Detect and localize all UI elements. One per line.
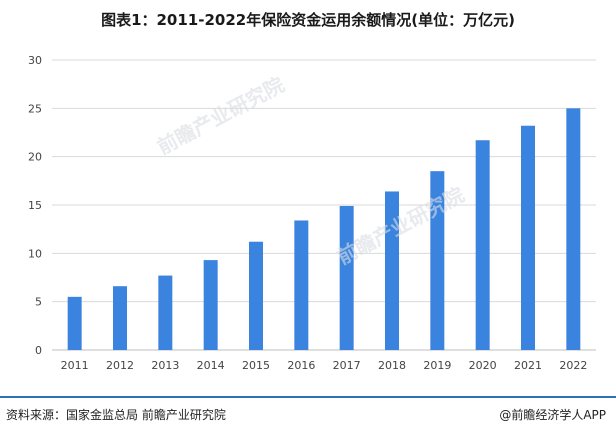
- y-tick-label: 30: [28, 54, 42, 67]
- bar-2021: [521, 125, 535, 350]
- y-tick-label: 15: [28, 199, 42, 212]
- y-tick-label: 0: [35, 344, 42, 357]
- bar-2018: [385, 191, 399, 350]
- bar-2015: [249, 241, 263, 350]
- x-tick-label: 2018: [378, 359, 406, 372]
- bar-2017: [339, 205, 354, 350]
- x-tick-label: 2020: [469, 359, 497, 372]
- x-tick-label: 2014: [197, 359, 225, 372]
- x-tick-label: 2022: [559, 359, 587, 372]
- bar-2016: [294, 220, 309, 350]
- source-note: 资料来源：国家金监总局 前瞻产业研究院: [6, 408, 226, 422]
- x-tick-label: 2013: [151, 359, 179, 372]
- x-tick-label: 2012: [106, 359, 134, 372]
- bar-2013: [158, 275, 173, 350]
- x-tick-label: 2015: [242, 359, 270, 372]
- bar-2011: [67, 296, 82, 350]
- x-tick-label: 2011: [61, 359, 89, 372]
- y-tick-label: 5: [35, 296, 42, 309]
- bar-chart: 0 5 10 15 20 25 30 2011 2012 2013 2014 2015 2016 2017…: [28, 54, 596, 372]
- credit-label: @前瞻经济学人APP: [499, 408, 606, 422]
- chart-title: 图表1：2011-2022年保险资金运用余额情况(单位：万亿元): [101, 11, 515, 29]
- bar-2014: [203, 260, 218, 350]
- bar-2019: [430, 171, 445, 350]
- x-tick-label: 2021: [514, 359, 542, 372]
- x-tick-label: 2016: [287, 359, 315, 372]
- bar-2022: [566, 108, 581, 350]
- y-tick-label: 25: [28, 102, 42, 115]
- footer-divider: [0, 396, 616, 398]
- y-tick-label: 20: [28, 151, 42, 164]
- bar-2020: [475, 140, 490, 350]
- y-tick-label: 10: [28, 247, 42, 260]
- bar-2012: [113, 286, 127, 350]
- x-tick-label: 2017: [333, 359, 361, 372]
- x-tick-label: 2019: [423, 359, 451, 372]
